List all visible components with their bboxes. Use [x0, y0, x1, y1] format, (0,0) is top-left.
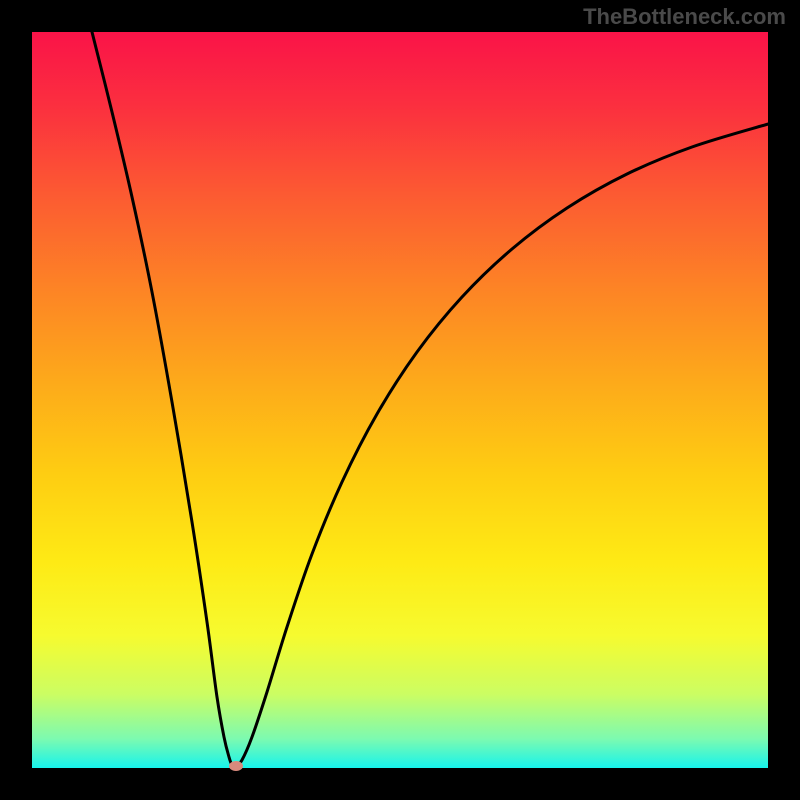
optimum-marker	[229, 761, 243, 771]
plot-area	[32, 32, 768, 768]
watermark-text: TheBottleneck.com	[583, 4, 786, 30]
chart-container: TheBottleneck.com	[0, 0, 800, 800]
bottleneck-curve	[32, 32, 768, 768]
